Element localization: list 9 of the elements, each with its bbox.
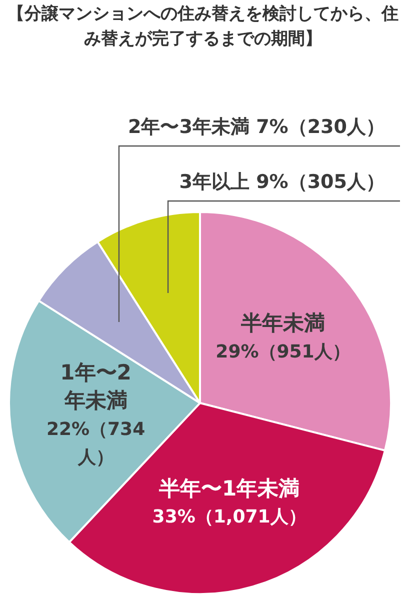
slice-label: 2年〜3年未満 7%（230人）	[128, 116, 385, 138]
slice-label: 3年以上 9%（305人）	[179, 170, 385, 193]
slice-label: 半年未満	[240, 311, 326, 336]
data-label: 22%（734人）	[46, 418, 146, 468]
data-label: 29%（951人）	[216, 341, 350, 362]
slice-label: 1年〜2年未満	[60, 360, 132, 413]
slice-label: 半年〜1年未満	[158, 476, 300, 500]
chart-title: 【分譲マンションへの住み替えを検討してから、住み替えが完了するまでの期間】	[6, 3, 400, 51]
data-label: 33%（1,071人）	[152, 506, 306, 528]
